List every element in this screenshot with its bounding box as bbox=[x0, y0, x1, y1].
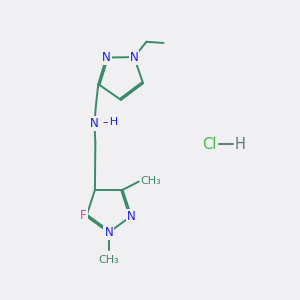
Text: Cl: Cl bbox=[202, 136, 216, 152]
Text: CH₃: CH₃ bbox=[98, 255, 119, 266]
Text: CH₃: CH₃ bbox=[140, 176, 161, 186]
Text: – H: – H bbox=[103, 117, 118, 127]
Text: N: N bbox=[102, 51, 111, 64]
Text: N: N bbox=[127, 210, 136, 223]
Text: F: F bbox=[80, 209, 87, 222]
Text: N: N bbox=[90, 117, 99, 130]
Text: N: N bbox=[104, 226, 113, 239]
Text: H: H bbox=[234, 136, 245, 152]
Text: N: N bbox=[130, 51, 138, 64]
